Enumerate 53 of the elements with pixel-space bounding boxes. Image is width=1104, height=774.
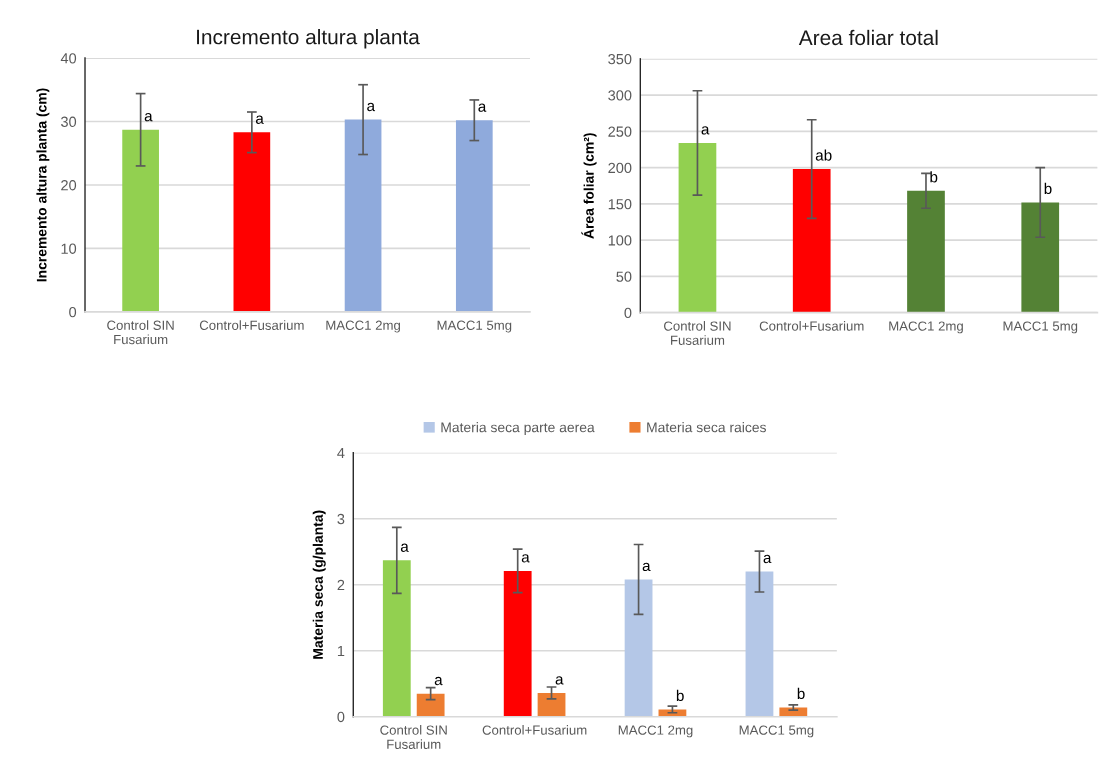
- y-tick-label: 350: [608, 53, 632, 65]
- y-tick-label: 30: [61, 116, 77, 127]
- annotation: ab: [815, 149, 832, 161]
- annotation: a: [144, 113, 153, 122]
- x-tick-label: MACC1 2mg: [618, 725, 693, 738]
- y-axis-title: Materia seca (g/planta): [312, 510, 326, 659]
- y-tick-label: 4: [337, 448, 345, 459]
- y-tick-label: 100: [608, 235, 632, 246]
- annotation: b: [676, 689, 684, 702]
- x-tick-label: MACC1 5mg: [1003, 321, 1078, 334]
- annotation: b: [797, 687, 805, 700]
- annotation: a: [521, 554, 530, 563]
- chart-title: Incremento altura planta: [197, 29, 420, 49]
- y-tick-label: 3: [337, 513, 345, 525]
- y-tick-label: 250: [608, 126, 632, 137]
- chart-title: Area foliar total: [798, 29, 938, 46]
- x-tick-label: MACC1 5mg: [739, 725, 814, 738]
- y-tick-label: 0: [69, 307, 77, 318]
- x-tick-label: MACC1 5mg: [437, 320, 512, 333]
- y-tick-label: 20: [61, 180, 77, 191]
- annotation: b: [1044, 182, 1052, 195]
- y-axis-title: Área foliar (cm²): [581, 133, 597, 239]
- annotation: b: [930, 171, 938, 183]
- x-tick-label: Control+Fusarium: [759, 321, 864, 331]
- y-tick-label: 10: [61, 243, 77, 254]
- y-tick-label: 50: [616, 271, 632, 282]
- x-tick-label: Control SIN Fusarium: [380, 725, 447, 749]
- y-axis-title: Incremento altura planta (cm): [36, 88, 50, 282]
- annotation: a: [642, 562, 651, 572]
- legend-label: Materia seca parte aerea: [441, 422, 595, 436]
- annotation: a: [701, 126, 710, 135]
- annotation: a: [478, 103, 487, 112]
- y-tick-label: 2: [337, 579, 345, 591]
- y-tick-label: 40: [60, 53, 77, 64]
- annotation: a: [255, 115, 264, 124]
- y-tick-label: 150: [608, 198, 632, 210]
- x-tick-label: MACC1 2mg: [326, 320, 400, 333]
- y-tick-label: 1: [337, 645, 345, 657]
- x-tick-label: Control+Fusarium: [482, 725, 587, 735]
- x-tick-label: Control SIN Fusarium: [107, 320, 174, 345]
- annotation: a: [555, 676, 564, 685]
- y-tick-label: 200: [608, 162, 632, 174]
- annotation: a: [400, 543, 409, 552]
- y-tick-label: 0: [337, 711, 345, 723]
- x-tick-label: MACC1 2mg: [889, 321, 963, 334]
- x-tick-label: Control SIN Fusarium: [664, 321, 731, 345]
- y-tick-label: 0: [624, 307, 632, 319]
- x-tick-label: Control+Fusarium: [199, 320, 304, 330]
- annotation: a: [434, 676, 443, 686]
- y-tick-label: 300: [608, 90, 632, 101]
- annotation: a: [763, 554, 772, 564]
- annotation: a: [367, 102, 376, 112]
- legend-label: Materia seca raices: [647, 422, 766, 433]
